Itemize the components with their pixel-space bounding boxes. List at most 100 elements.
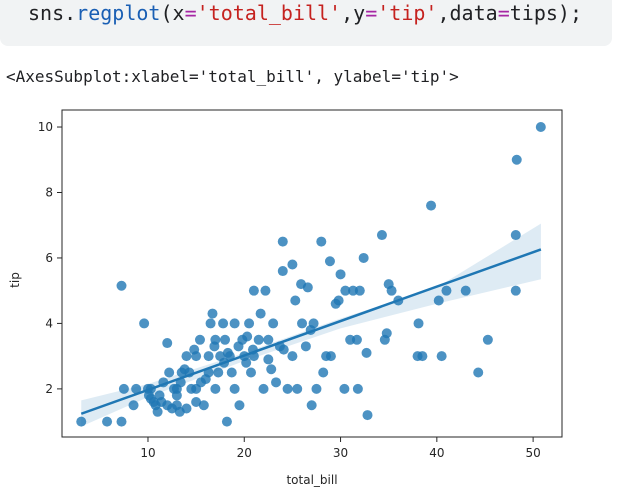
point	[325, 351, 336, 362]
x-tick-label: 50	[525, 446, 540, 460]
code-token: ,data	[437, 1, 498, 25]
point	[194, 334, 205, 345]
point	[535, 122, 546, 133]
point	[433, 295, 444, 306]
point	[473, 367, 484, 378]
point	[316, 236, 327, 247]
point	[164, 367, 175, 378]
point	[139, 318, 150, 329]
point	[339, 383, 350, 394]
point	[205, 318, 216, 329]
point	[460, 285, 471, 296]
point	[128, 400, 139, 411]
code-token: tips);	[509, 1, 582, 25]
point	[246, 367, 257, 378]
point	[76, 416, 87, 427]
point	[282, 383, 293, 394]
y-axis-label: tip	[8, 272, 22, 288]
point	[300, 341, 311, 352]
point	[237, 334, 248, 345]
code-cell	[0, 0, 612, 46]
point	[311, 383, 322, 394]
point	[162, 338, 173, 349]
y-tick-label: 10	[38, 120, 53, 134]
point	[278, 344, 289, 355]
point	[209, 341, 220, 352]
point	[306, 400, 317, 411]
y-tick-label: 2	[45, 382, 53, 396]
point	[511, 154, 522, 165]
point	[220, 334, 231, 345]
point	[226, 367, 237, 378]
point	[417, 351, 428, 362]
point	[324, 256, 335, 267]
point	[271, 377, 282, 388]
point	[482, 334, 493, 345]
point	[234, 400, 245, 411]
point	[156, 396, 167, 407]
output-text: <AxesSubplot:xlabel='total_bill', ylabel…	[6, 67, 459, 86]
plot-frame	[61, 109, 563, 438]
point	[352, 383, 363, 394]
point	[116, 416, 127, 427]
point	[191, 351, 202, 362]
point	[510, 230, 521, 241]
point	[263, 334, 274, 345]
point	[268, 318, 279, 329]
point	[362, 410, 373, 421]
point	[308, 318, 319, 329]
point	[358, 252, 369, 263]
point	[386, 285, 397, 296]
point	[171, 390, 182, 401]
point	[210, 383, 221, 394]
point	[510, 285, 521, 296]
point	[426, 200, 437, 211]
point	[207, 308, 218, 319]
point	[222, 347, 233, 358]
point	[277, 236, 288, 247]
code: sns.regplot(x='total_bill',y='tip',data=…	[28, 1, 582, 25]
point	[376, 230, 387, 241]
code-token: regplot	[76, 1, 161, 25]
point	[181, 351, 192, 362]
point	[191, 396, 202, 407]
point	[229, 383, 240, 394]
point	[152, 406, 163, 417]
x-tick-label: 30	[333, 446, 348, 460]
y-tick-label: 4	[45, 316, 53, 330]
point	[118, 383, 129, 394]
point	[340, 285, 351, 296]
point	[277, 266, 288, 277]
point	[290, 295, 301, 306]
code-token: ,y	[341, 1, 366, 25]
point	[318, 367, 329, 378]
point	[335, 269, 346, 280]
x-tick-label: 10	[140, 446, 155, 460]
code-token: 'tip'	[377, 1, 438, 25]
regression-line	[80, 248, 542, 415]
point	[221, 416, 232, 427]
point	[213, 367, 224, 378]
code-token: =	[184, 1, 197, 25]
point	[241, 357, 252, 368]
point	[436, 351, 447, 362]
point	[116, 280, 127, 291]
point	[287, 351, 298, 362]
point	[229, 318, 240, 329]
code-token: (x	[160, 1, 185, 25]
point	[131, 383, 142, 394]
point	[297, 318, 308, 329]
point	[181, 403, 192, 414]
code-token: sns.	[28, 1, 77, 25]
y-tick-label: 8	[45, 185, 53, 199]
point	[351, 334, 362, 345]
confidence-band	[81, 223, 541, 427]
point	[292, 383, 303, 394]
point	[255, 308, 266, 319]
code-token: 'total_bill'	[196, 1, 342, 25]
point	[266, 364, 277, 375]
x-tick-label: 40	[429, 446, 444, 460]
point	[287, 259, 298, 270]
